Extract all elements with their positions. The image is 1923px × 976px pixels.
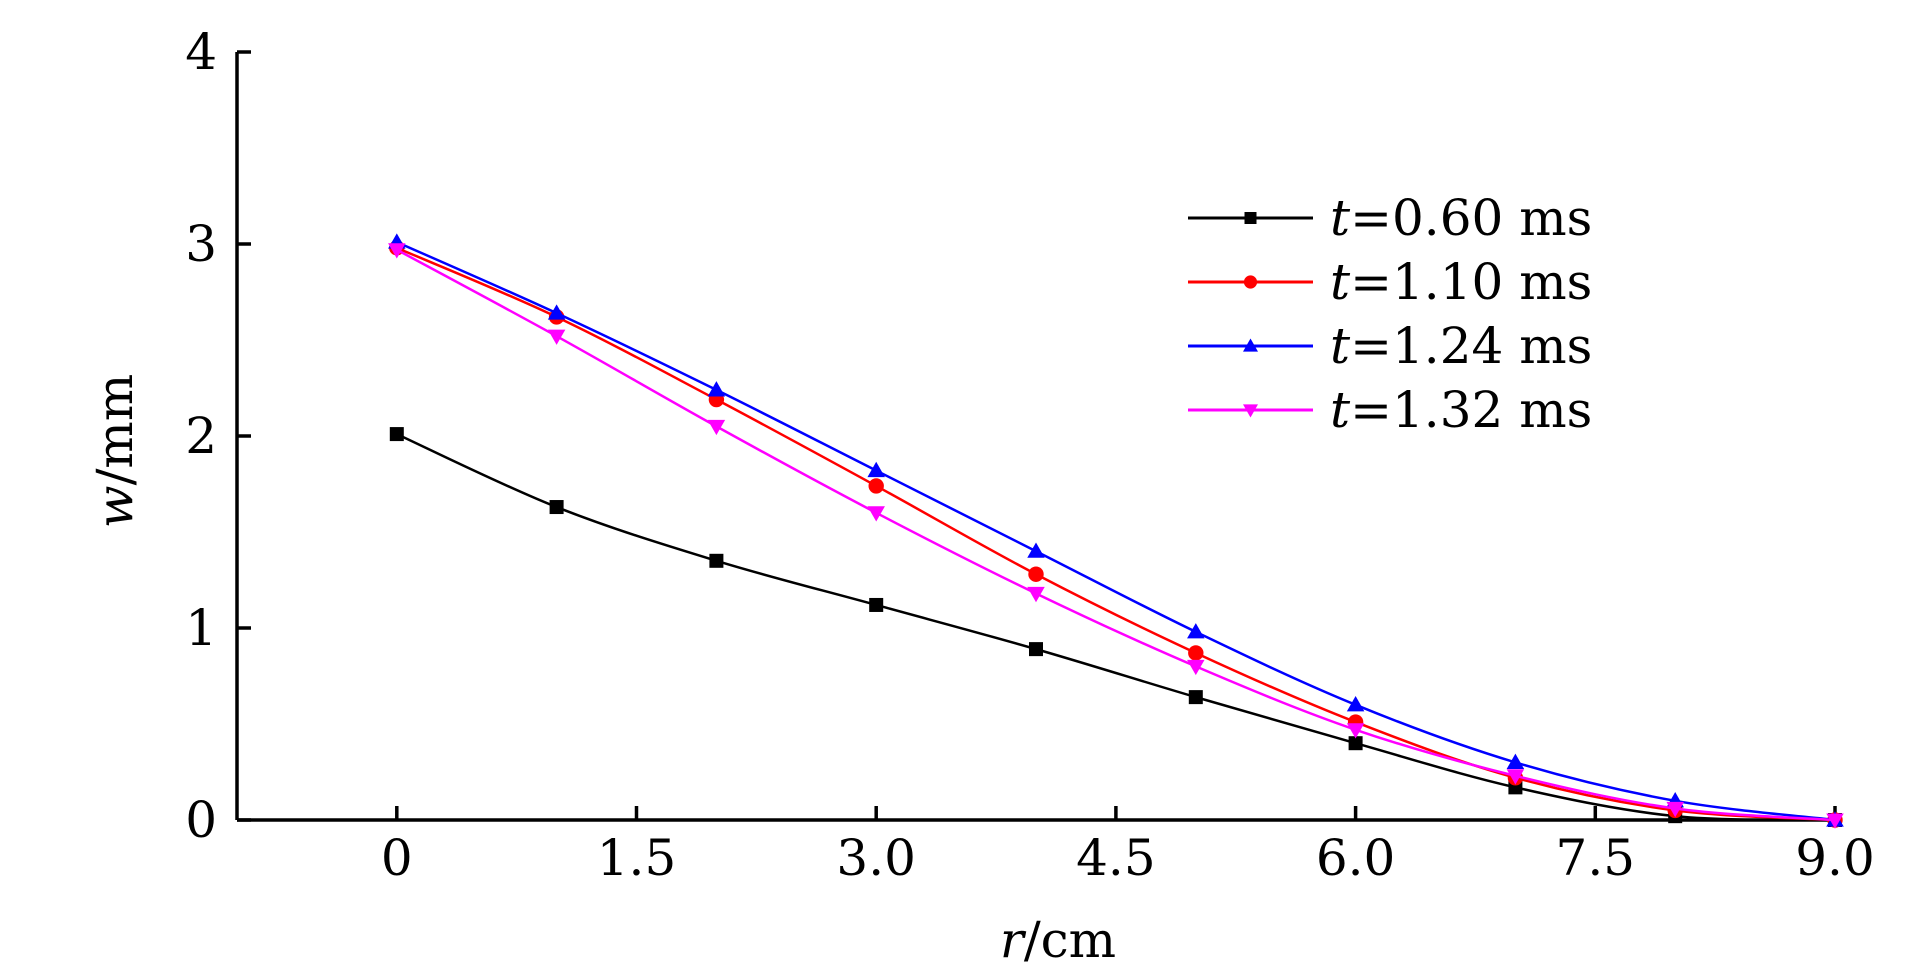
x-tick-label: 0 (381, 829, 413, 887)
legend-label: t=1.32 ms (1330, 381, 1592, 439)
data-point (1244, 212, 1257, 224)
data-point (867, 461, 885, 478)
series-1 (389, 427, 1842, 827)
data-point (1028, 566, 1044, 582)
x-tick-label: 7.5 (1556, 829, 1636, 887)
series-layer (388, 233, 1844, 829)
y-axis-unit: /mm (86, 374, 144, 486)
data-point (1027, 586, 1045, 603)
data-point (709, 553, 724, 568)
y-tick-label: 0 (185, 791, 217, 849)
legend-value: =1.32 ms (1350, 381, 1592, 439)
legend: t=0.60 mst=1.10 mst=1.24 mst=1.32 ms (1188, 189, 1592, 439)
data-point (389, 427, 404, 442)
data-point (707, 381, 726, 397)
y-axis-symbol: w (86, 485, 144, 528)
x-tick-label: 1.5 (597, 829, 677, 887)
legend-label: t=1.24 ms (1330, 317, 1592, 375)
legend-label: t=1.10 ms (1330, 253, 1592, 311)
data-point (1188, 645, 1204, 661)
legend-label: t=0.60 ms (1330, 189, 1592, 247)
data-point (1188, 690, 1203, 705)
data-point (1243, 404, 1258, 418)
y-tick-label: 3 (185, 215, 217, 273)
data-point (869, 597, 884, 612)
series-2 (389, 240, 1843, 828)
series-3 (388, 233, 1844, 827)
data-point (867, 506, 885, 522)
data-point (547, 304, 566, 320)
data-point (1029, 642, 1043, 657)
y-tick-label: 4 (185, 23, 217, 81)
series-line (396, 248, 1836, 822)
x-axis-title: r/cm (1000, 911, 1116, 969)
y-tick-label: 2 (185, 407, 217, 465)
data-point (1346, 723, 1365, 739)
axes: 0 1 2 3 4 0 1.5 3.0 4.5 6.0 7.5 9.0 (185, 23, 1875, 887)
legend-symbol: t (1330, 253, 1351, 311)
data-point (1027, 542, 1045, 558)
legend-item: t=1.32 ms (1188, 381, 1592, 439)
x-axis-symbol: r (1000, 911, 1027, 969)
legend-value: =1.24 ms (1350, 317, 1592, 375)
series-line (396, 240, 1836, 822)
series-line (396, 432, 1836, 822)
legend-item: t=1.24 ms (1188, 317, 1592, 375)
legend-item: t=1.10 ms (1188, 253, 1592, 311)
data-point (1348, 736, 1363, 751)
x-tick-label: 3.0 (836, 829, 916, 887)
data-point (1506, 769, 1525, 785)
data-point (1506, 753, 1525, 769)
x-tick-label: 6.0 (1316, 829, 1396, 887)
series-4 (388, 243, 1844, 829)
data-point (547, 329, 566, 345)
data-point (1243, 338, 1258, 352)
data-point (1826, 813, 1844, 829)
data-point (388, 243, 406, 259)
x-axis-unit: /cm (1024, 911, 1116, 969)
legend-symbol: t (1330, 381, 1351, 439)
legend-value: =1.10 ms (1350, 253, 1592, 311)
legend-symbol: t (1330, 189, 1351, 247)
data-point (707, 419, 726, 436)
data-point (1243, 275, 1258, 289)
x-tick-label: 4.5 (1076, 829, 1156, 887)
data-point (1346, 696, 1365, 712)
data-point (1187, 659, 1205, 676)
data-point (1187, 623, 1205, 639)
y-axis-title: w/mm (86, 374, 144, 528)
legend-value: =0.60 ms (1350, 189, 1592, 247)
legend-symbol: t (1330, 317, 1351, 375)
data-point (1666, 801, 1684, 818)
data-point (868, 478, 884, 494)
series-line (396, 246, 1836, 822)
legend-item: t=0.60 ms (1188, 189, 1592, 247)
y-tick-label: 1 (185, 599, 217, 657)
x-tick-label: 9.0 (1795, 829, 1875, 887)
data-point (549, 500, 564, 515)
